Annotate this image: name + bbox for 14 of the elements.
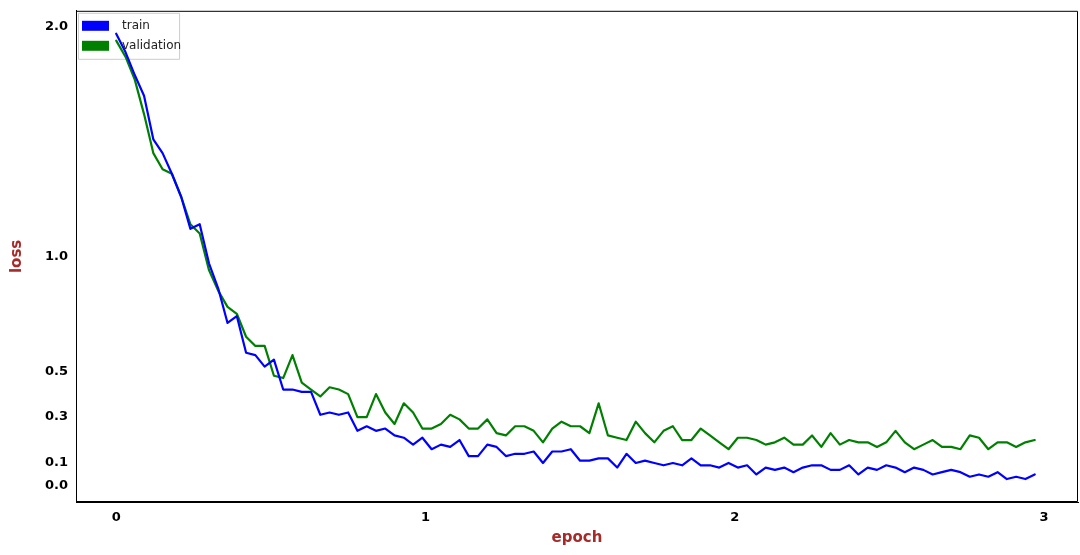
- y-axis-title: loss: [6, 239, 25, 274]
- y-tick-label: 1.0: [44, 247, 68, 263]
- y-tick-label: 2.0: [44, 18, 68, 34]
- x-axis-title: epoch: [551, 527, 603, 546]
- x-tick-label: 0: [111, 509, 121, 525]
- x-tick-label: 3: [1039, 509, 1049, 525]
- x-tick-label: 1: [420, 509, 430, 525]
- y-tick-label: 0.3: [44, 408, 68, 424]
- x-tick-label: 2: [730, 509, 740, 525]
- y-tick-label: 0.5: [44, 362, 68, 378]
- legend-label: validation: [122, 37, 182, 52]
- legend-label: train: [122, 17, 150, 32]
- y-tick-label: 0.1: [44, 454, 68, 470]
- y-tick-label: 0.0: [44, 477, 68, 493]
